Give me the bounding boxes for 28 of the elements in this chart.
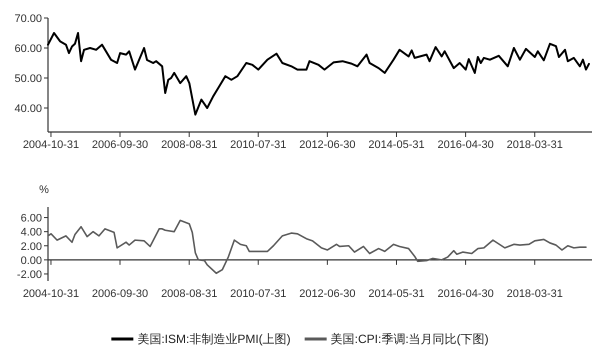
x-tick-label: 2014-05-31 xyxy=(368,288,425,300)
x-tick-label: 2006-09-30 xyxy=(92,288,148,300)
y-tick-label: -2.00 xyxy=(16,268,42,281)
x-tick-label: 2018-03-31 xyxy=(506,139,563,151)
y-tick-label: 50.00 xyxy=(14,73,42,85)
x-tick-label: 2006-09-30 xyxy=(92,139,148,151)
y-tick-label: 60.00 xyxy=(14,43,42,55)
y-tick-label: 2.00 xyxy=(20,240,42,253)
y-axis-title: % xyxy=(39,184,50,196)
x-tick-label: 2004-10-31 xyxy=(22,288,80,300)
x-tick-label: 2016-04-30 xyxy=(437,139,494,151)
x-tick-label: 2014-05-31 xyxy=(368,139,425,151)
x-tick-label: 2018-03-31 xyxy=(506,288,563,300)
x-tick-label: 2008-08-31 xyxy=(161,288,218,300)
x-tick-label: 2004-10-31 xyxy=(22,139,80,151)
x-tick-label: 2016-04-30 xyxy=(437,288,494,300)
x-tick-label: 2010-07-31 xyxy=(230,288,286,300)
y-tick-label: 6.00 xyxy=(20,212,42,225)
x-tick-label: 2012-06-30 xyxy=(299,288,356,300)
y-tick-label: 70.00 xyxy=(14,13,42,25)
legend-label: 美国:ISM:非制造业PMI(上图) xyxy=(137,332,291,346)
y-tick-label: 40.00 xyxy=(14,103,42,115)
x-tick-label: 2010-07-31 xyxy=(230,139,286,151)
legend-label: 美国:CPI:季调:当月同比(下图) xyxy=(330,332,489,346)
y-tick-label: 4.00 xyxy=(20,226,42,239)
y-tick-label: 0.00 xyxy=(20,254,42,267)
x-tick-label: 2012-06-30 xyxy=(299,139,356,151)
x-tick-label: 2008-08-31 xyxy=(161,139,218,151)
